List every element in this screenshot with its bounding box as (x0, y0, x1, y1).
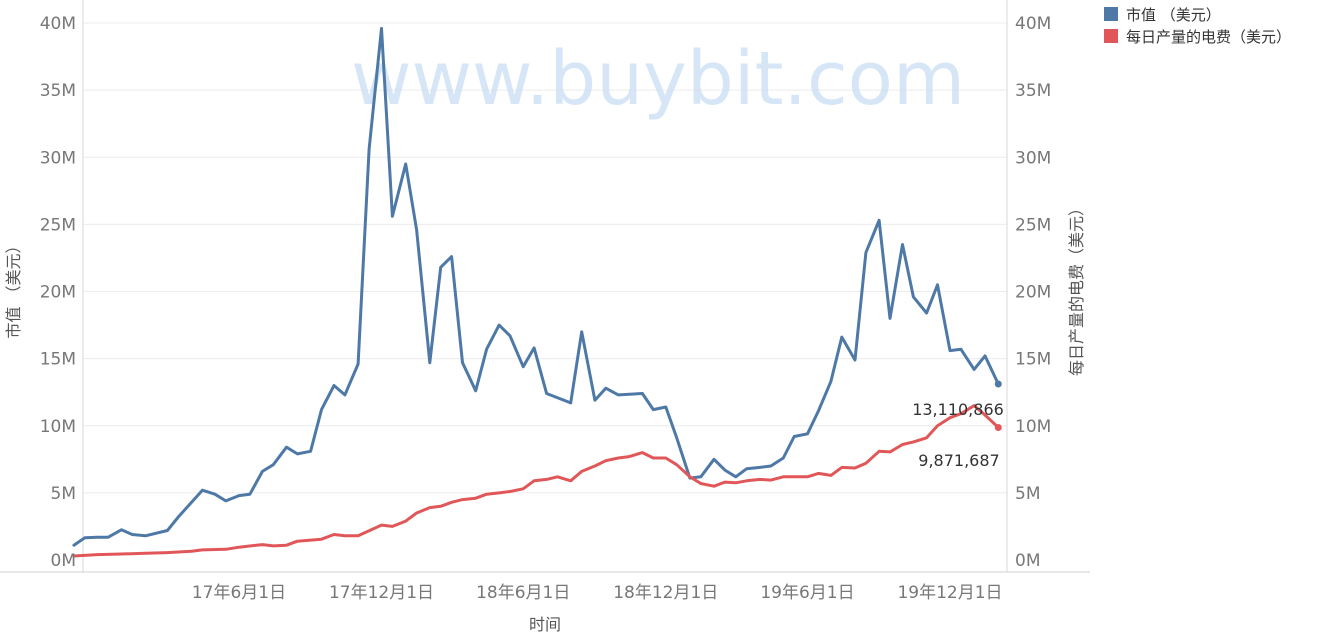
y-tick-label-left: 20M (40, 283, 76, 303)
x-axis-title: 时间 (529, 615, 561, 634)
y-tick-label-left: 15M (40, 350, 76, 370)
y-tick-label-left: 10M (40, 417, 76, 437)
x-tick-label: 17年6月1日 (192, 583, 286, 603)
electricity-cost-end-point (994, 423, 1002, 431)
x-tick-label: 17年12月1日 (329, 583, 434, 603)
watermark-text: www.buybit.com (351, 36, 965, 122)
y-tick-label-right: 25M (1015, 215, 1051, 235)
y-axis-title-right: 每日产量的电费（美元） (1067, 200, 1086, 376)
x-tick-label: 18年6月1日 (476, 583, 570, 603)
y-tick-label-right: 10M (1015, 417, 1051, 437)
y-tick-label-left: 35M (40, 81, 76, 101)
y-tick-label-left: 30M (40, 148, 76, 168)
electricity-end-label: 9,871,687 (918, 451, 999, 470)
legend: 市值 （美元） 每日产量的电费（美元） (1104, 3, 1291, 47)
market-cap-end-point (994, 380, 1002, 388)
y-tick-label-right: 15M (1015, 350, 1051, 370)
y-tick-label-left: 40M (40, 14, 76, 34)
gridlines (83, 22, 1007, 494)
x-tick-label: 19年6月1日 (760, 583, 854, 603)
legend-label-market-cap: 市值 （美元） (1126, 5, 1221, 24)
market-cap-line (72, 26, 1000, 547)
tick-labels: 0M 0M 5M 5M 10M 10M 15M 15M 20M 20M 25M 25M 30M 30M 35… (40, 14, 1052, 603)
y-tick-label-left: 0M (51, 551, 76, 571)
x-tick-label: 18年12月1日 (613, 583, 718, 603)
y-tick-label-right: 20M (1015, 283, 1051, 303)
y-axis-title-left: 市值 （美元） (4, 237, 23, 338)
y-tick-label-right: 5M (1015, 484, 1040, 504)
legend-swatch-market-cap (1104, 7, 1118, 21)
series-layer (72, 26, 1002, 558)
legend-label-electricity: 每日产量的电费（美元） (1126, 27, 1292, 46)
legend-item-market-cap[interactable]: 市值 （美元） (1104, 3, 1291, 25)
legend-swatch-electricity (1104, 29, 1118, 43)
y-tick-label-right: 0M (1015, 551, 1040, 571)
electricity-cost-line (72, 404, 1000, 558)
market-cap-end-label: 13,110,866 (912, 400, 1004, 419)
legend-item-electricity[interactable]: 每日产量的电费（美元） (1104, 25, 1291, 47)
y-tick-label-right: 30M (1015, 148, 1051, 168)
y-tick-label-left: 5M (51, 484, 76, 504)
y-tick-label-right: 40M (1015, 14, 1051, 34)
x-tick-label: 19年12月1日 (897, 583, 1002, 603)
y-tick-label-right: 35M (1015, 81, 1051, 101)
y-tick-label-left: 25M (40, 215, 76, 235)
